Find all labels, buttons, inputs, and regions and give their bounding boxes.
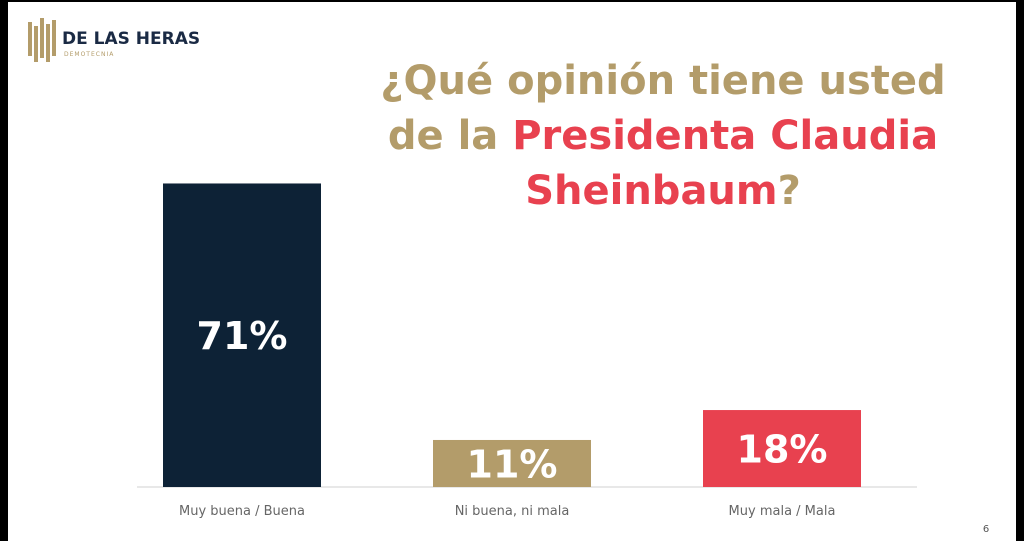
slide: DE LAS HERAS DEMOTECNIA 6 71% Muy buena /… xyxy=(8,2,1016,541)
bar xyxy=(163,183,321,487)
value-label: 11% xyxy=(467,442,558,486)
chart-title: ¿Qué opinión tiene usted de la Presidenta… xyxy=(368,54,958,219)
value-label: 18% xyxy=(737,428,828,472)
title-part: Sheinbaum xyxy=(525,168,778,214)
logo-subtitle: DEMOTECNIA xyxy=(64,51,114,58)
title-part: ¿Qué opinión tiene usted xyxy=(380,58,946,104)
page-number: 6 xyxy=(983,524,989,535)
chart: DE LAS HERAS DEMOTECNIA 6 71% Muy buena /… xyxy=(28,18,989,535)
bar xyxy=(703,410,861,487)
bar xyxy=(433,439,591,487)
x-tick-label: Muy mala / Mala xyxy=(729,504,836,519)
value-label: 71% xyxy=(197,314,288,358)
title-part: de la xyxy=(387,113,499,159)
logo-name: DE LAS HERAS xyxy=(62,29,200,49)
x-tick-label: Ni buena, ni mala xyxy=(455,504,570,519)
title-part: Presidenta Claudia xyxy=(512,113,939,159)
x-tick-label: Muy buena / Buena xyxy=(179,504,305,519)
logo-icon xyxy=(28,18,56,62)
title-part: ? xyxy=(777,168,801,214)
